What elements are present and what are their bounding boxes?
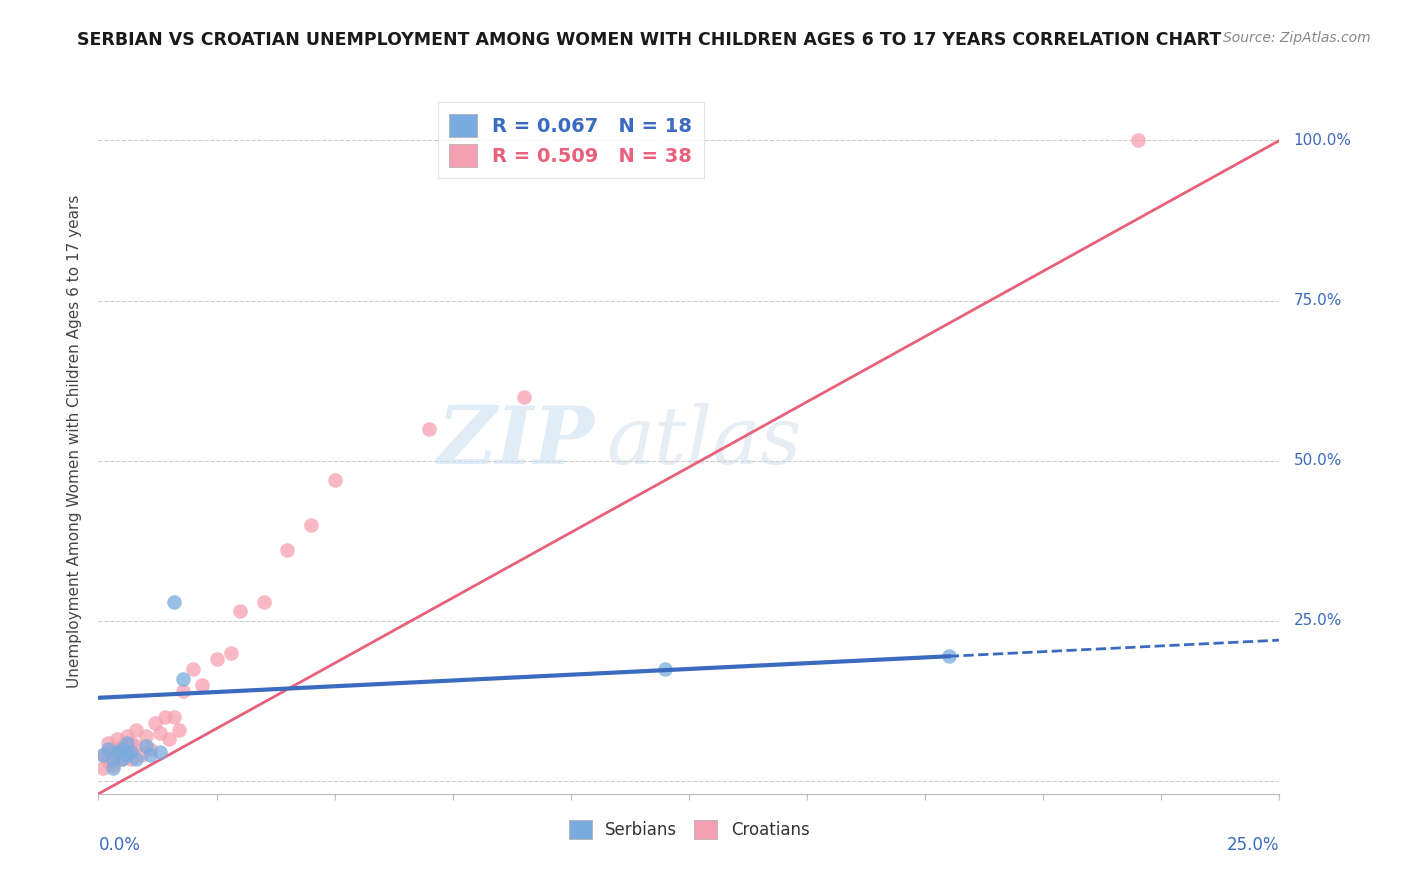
Point: [101, 751, 124, 765]
Point: [167, 723, 190, 737]
Point: [115, 745, 138, 759]
Text: SERBIAN VS CROATIAN UNEMPLOYMENT AMONG WOMEN WITH CHILDREN AGES 6 TO 17 YEARS CO: SERBIAN VS CROATIAN UNEMPLOYMENT AMONG W…: [77, 31, 1222, 49]
Point: [115, 729, 138, 743]
Point: [91, 748, 114, 763]
Point: [276, 543, 298, 558]
Point: [149, 745, 172, 759]
Text: 50.0%: 50.0%: [1294, 453, 1341, 468]
Point: [163, 595, 186, 609]
Point: [101, 761, 124, 775]
Point: [157, 732, 180, 747]
Text: 25.0%: 25.0%: [1294, 614, 1341, 628]
Point: [111, 742, 134, 756]
Point: [135, 729, 157, 743]
Point: [139, 748, 162, 763]
Y-axis label: Unemployment Among Women with Children Ages 6 to 17 years: Unemployment Among Women with Children A…: [66, 194, 82, 689]
Point: [111, 739, 134, 753]
Point: [149, 726, 172, 740]
Text: 75.0%: 75.0%: [1294, 293, 1341, 308]
Point: [121, 745, 143, 759]
Point: [229, 604, 252, 618]
Point: [323, 473, 346, 487]
Point: [135, 739, 157, 753]
Point: [125, 723, 148, 737]
Point: [105, 745, 128, 759]
Text: ZIP: ZIP: [437, 403, 595, 480]
Point: [418, 422, 440, 436]
Point: [181, 662, 204, 676]
Point: [121, 751, 143, 765]
Point: [654, 662, 676, 676]
Text: atlas: atlas: [606, 403, 801, 480]
Point: [1126, 133, 1149, 147]
Point: [938, 649, 960, 664]
Point: [153, 710, 176, 724]
Point: [143, 716, 166, 731]
Point: [97, 742, 120, 756]
Point: [125, 751, 148, 765]
Text: 100.0%: 100.0%: [1294, 133, 1351, 148]
Point: [139, 742, 162, 756]
Point: [115, 736, 138, 750]
Point: [172, 672, 194, 686]
Point: [512, 390, 534, 404]
Point: [205, 652, 228, 666]
Point: [111, 751, 134, 765]
Text: Source: ZipAtlas.com: Source: ZipAtlas.com: [1223, 31, 1371, 45]
Point: [172, 684, 194, 698]
Point: [105, 732, 128, 747]
Point: [163, 710, 186, 724]
Point: [253, 595, 276, 609]
Point: [97, 736, 120, 750]
Legend: Serbians, Croatians: Serbians, Croatians: [562, 813, 815, 846]
Point: [91, 761, 114, 775]
Point: [129, 748, 152, 763]
Text: 25.0%: 25.0%: [1227, 836, 1279, 855]
Point: [299, 517, 322, 532]
Point: [115, 748, 138, 763]
Point: [111, 751, 134, 765]
Text: 0.0%: 0.0%: [98, 836, 141, 855]
Point: [121, 736, 143, 750]
Point: [125, 739, 148, 753]
Point: [219, 646, 242, 660]
Point: [191, 678, 214, 692]
Point: [97, 755, 120, 769]
Point: [91, 748, 114, 763]
Point: [101, 742, 124, 756]
Point: [101, 758, 124, 772]
Point: [105, 748, 128, 763]
